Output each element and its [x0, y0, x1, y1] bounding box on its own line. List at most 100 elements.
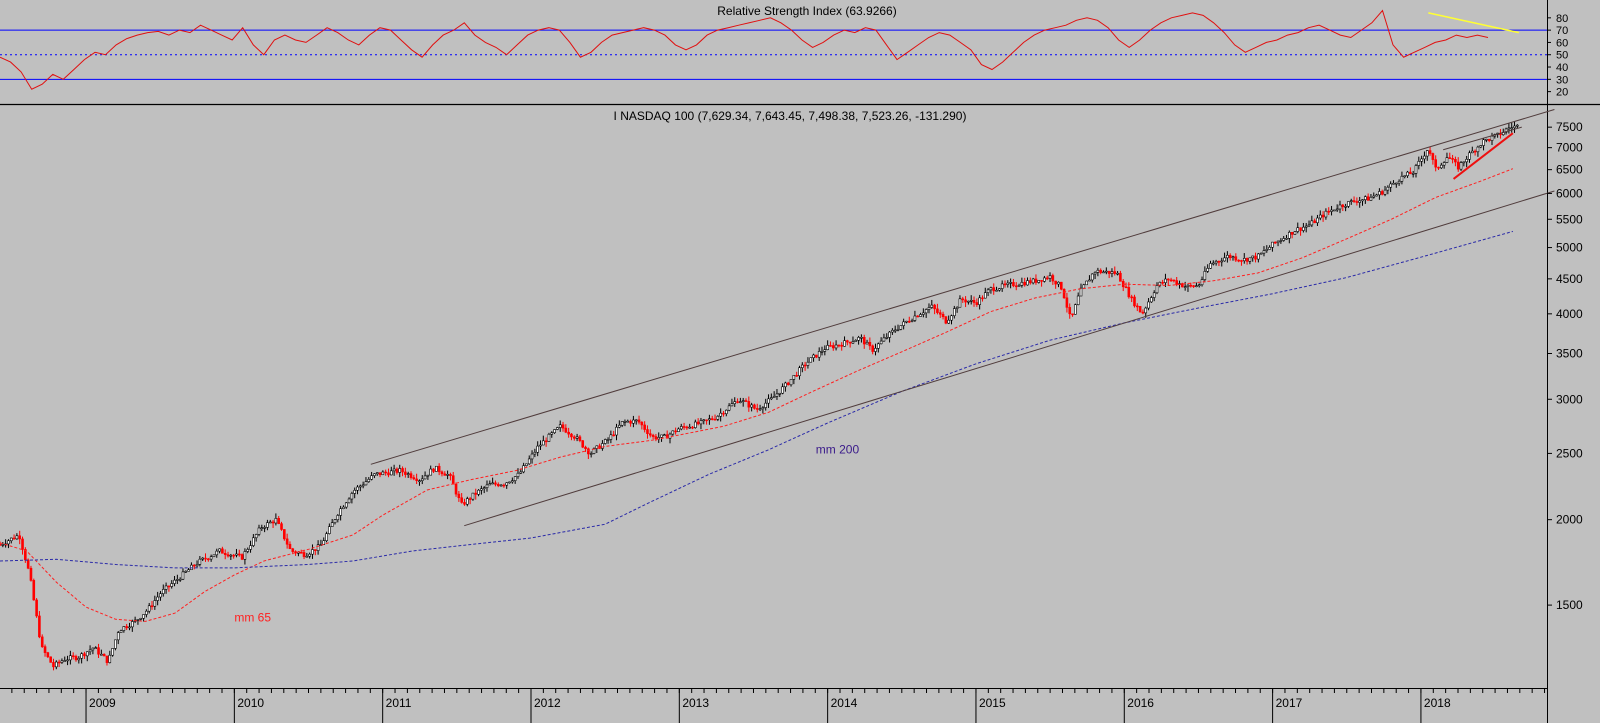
price-candle-body: [910, 320, 914, 322]
price-candle-body: [722, 412, 725, 415]
price-candle-body: [710, 418, 714, 420]
price-candle-body: [1290, 232, 1294, 235]
price-candle-body: [60, 660, 64, 663]
price-candle-body: [1276, 240, 1280, 244]
price-candle-body: [598, 445, 601, 449]
price-candle-body: [536, 445, 539, 453]
price-candle-body: [544, 440, 548, 443]
price-candle-body: [978, 297, 981, 305]
price-candle-body: [733, 401, 737, 405]
price-candle-body: [370, 475, 373, 480]
price-candle-body: [663, 434, 666, 436]
price-candle-body: [1296, 227, 1300, 232]
price-candle-body: [46, 652, 50, 658]
price-candle-body: [992, 287, 996, 292]
price-candle-body: [640, 421, 644, 426]
price-candle-body: [88, 649, 92, 653]
price-candle-body: [665, 434, 669, 439]
price-candle-body: [240, 554, 244, 560]
price-candle-body: [468, 498, 472, 500]
price-candle-body: [843, 340, 846, 347]
price-candle-body: [1268, 247, 1271, 250]
price-candle-body: [43, 646, 47, 653]
price-candle-body: [153, 600, 157, 607]
price-candle-body: [150, 605, 154, 608]
price-candle-body: [643, 424, 646, 430]
price-candle-body: [1048, 275, 1052, 279]
price-candle-body: [457, 493, 461, 499]
price-candle-body: [1099, 269, 1103, 273]
price-candle-body: [359, 485, 362, 488]
price-candle-body: [460, 497, 463, 503]
price-candle-body: [525, 463, 528, 466]
price-candle-body: [646, 429, 649, 434]
price-candle-body: [1127, 287, 1131, 298]
price-candle-body: [229, 554, 233, 557]
price-candle-body: [161, 589, 165, 594]
price-candle-body: [21, 538, 24, 550]
price-candle-body: [207, 558, 210, 561]
trendline: [370, 109, 1555, 465]
price-candle-body: [367, 479, 371, 482]
price-candle-body: [1406, 171, 1409, 177]
price-candle-body: [975, 302, 979, 305]
price-candle-body: [854, 340, 858, 342]
price-candle-body: [29, 567, 33, 581]
price-candle-body: [1462, 161, 1466, 164]
price-candle-body: [1231, 256, 1235, 259]
price-candle-body: [246, 549, 250, 552]
price-candle-body: [432, 468, 435, 472]
price-candle-body: [837, 344, 841, 347]
price-y-tick-label: 4500: [1556, 272, 1583, 286]
price-candle-body: [772, 396, 776, 398]
price-candle-body: [139, 617, 143, 620]
price-candle-body: [342, 506, 345, 509]
price-candle-body: [1166, 278, 1170, 281]
price-candle-body: [812, 354, 815, 359]
price-candle-body: [122, 626, 126, 631]
price-candle-body: [522, 465, 525, 473]
price-candle-body: [1155, 285, 1159, 294]
price-candle-body: [575, 436, 579, 439]
price-candle-body: [660, 434, 663, 438]
price-candle-body: [277, 518, 280, 524]
price-candle-body: [806, 361, 810, 366]
price-candle-body: [1037, 280, 1041, 283]
price-candle-body: [623, 421, 627, 423]
price-candle-body: [336, 515, 340, 521]
price-y-tick-label: 7000: [1556, 141, 1583, 155]
price-candle-body: [1349, 200, 1353, 202]
price-candle-body: [589, 453, 593, 455]
price-candle-body: [989, 287, 993, 291]
price-candle-body: [94, 647, 98, 649]
price-candle-body: [128, 626, 131, 629]
price-candle-body: [817, 351, 821, 358]
price-candle-body: [420, 478, 424, 481]
price-candle-body: [325, 533, 328, 542]
price-candle-body: [1090, 273, 1094, 281]
price-candle-body: [375, 472, 379, 475]
price-candle-body: [705, 419, 708, 422]
price-candle-body: [1259, 252, 1263, 255]
price-candle-body: [1088, 279, 1091, 282]
price-candle-body: [437, 465, 441, 473]
price-candle-body: [55, 661, 58, 668]
price-candle-body: [398, 468, 402, 473]
price-candle-body: [1113, 271, 1117, 274]
price-candle-body: [192, 564, 196, 567]
price-candle-body: [333, 519, 337, 524]
price-candle-body: [83, 653, 86, 657]
price-candle-body: [1304, 225, 1308, 228]
price-candle-body: [727, 405, 731, 411]
price-candle-body: [930, 304, 934, 308]
price-candle-body: [361, 484, 365, 487]
rsi-y-tick-label: 40: [1556, 62, 1568, 74]
price-candle-body: [1197, 284, 1201, 287]
price-candle-body: [913, 315, 917, 321]
price-candle-body: [1510, 127, 1514, 130]
price-candle-body: [995, 289, 998, 292]
price-candle-body: [1242, 257, 1246, 262]
price-candle-body: [328, 526, 331, 534]
price-candle-body: [922, 312, 925, 315]
